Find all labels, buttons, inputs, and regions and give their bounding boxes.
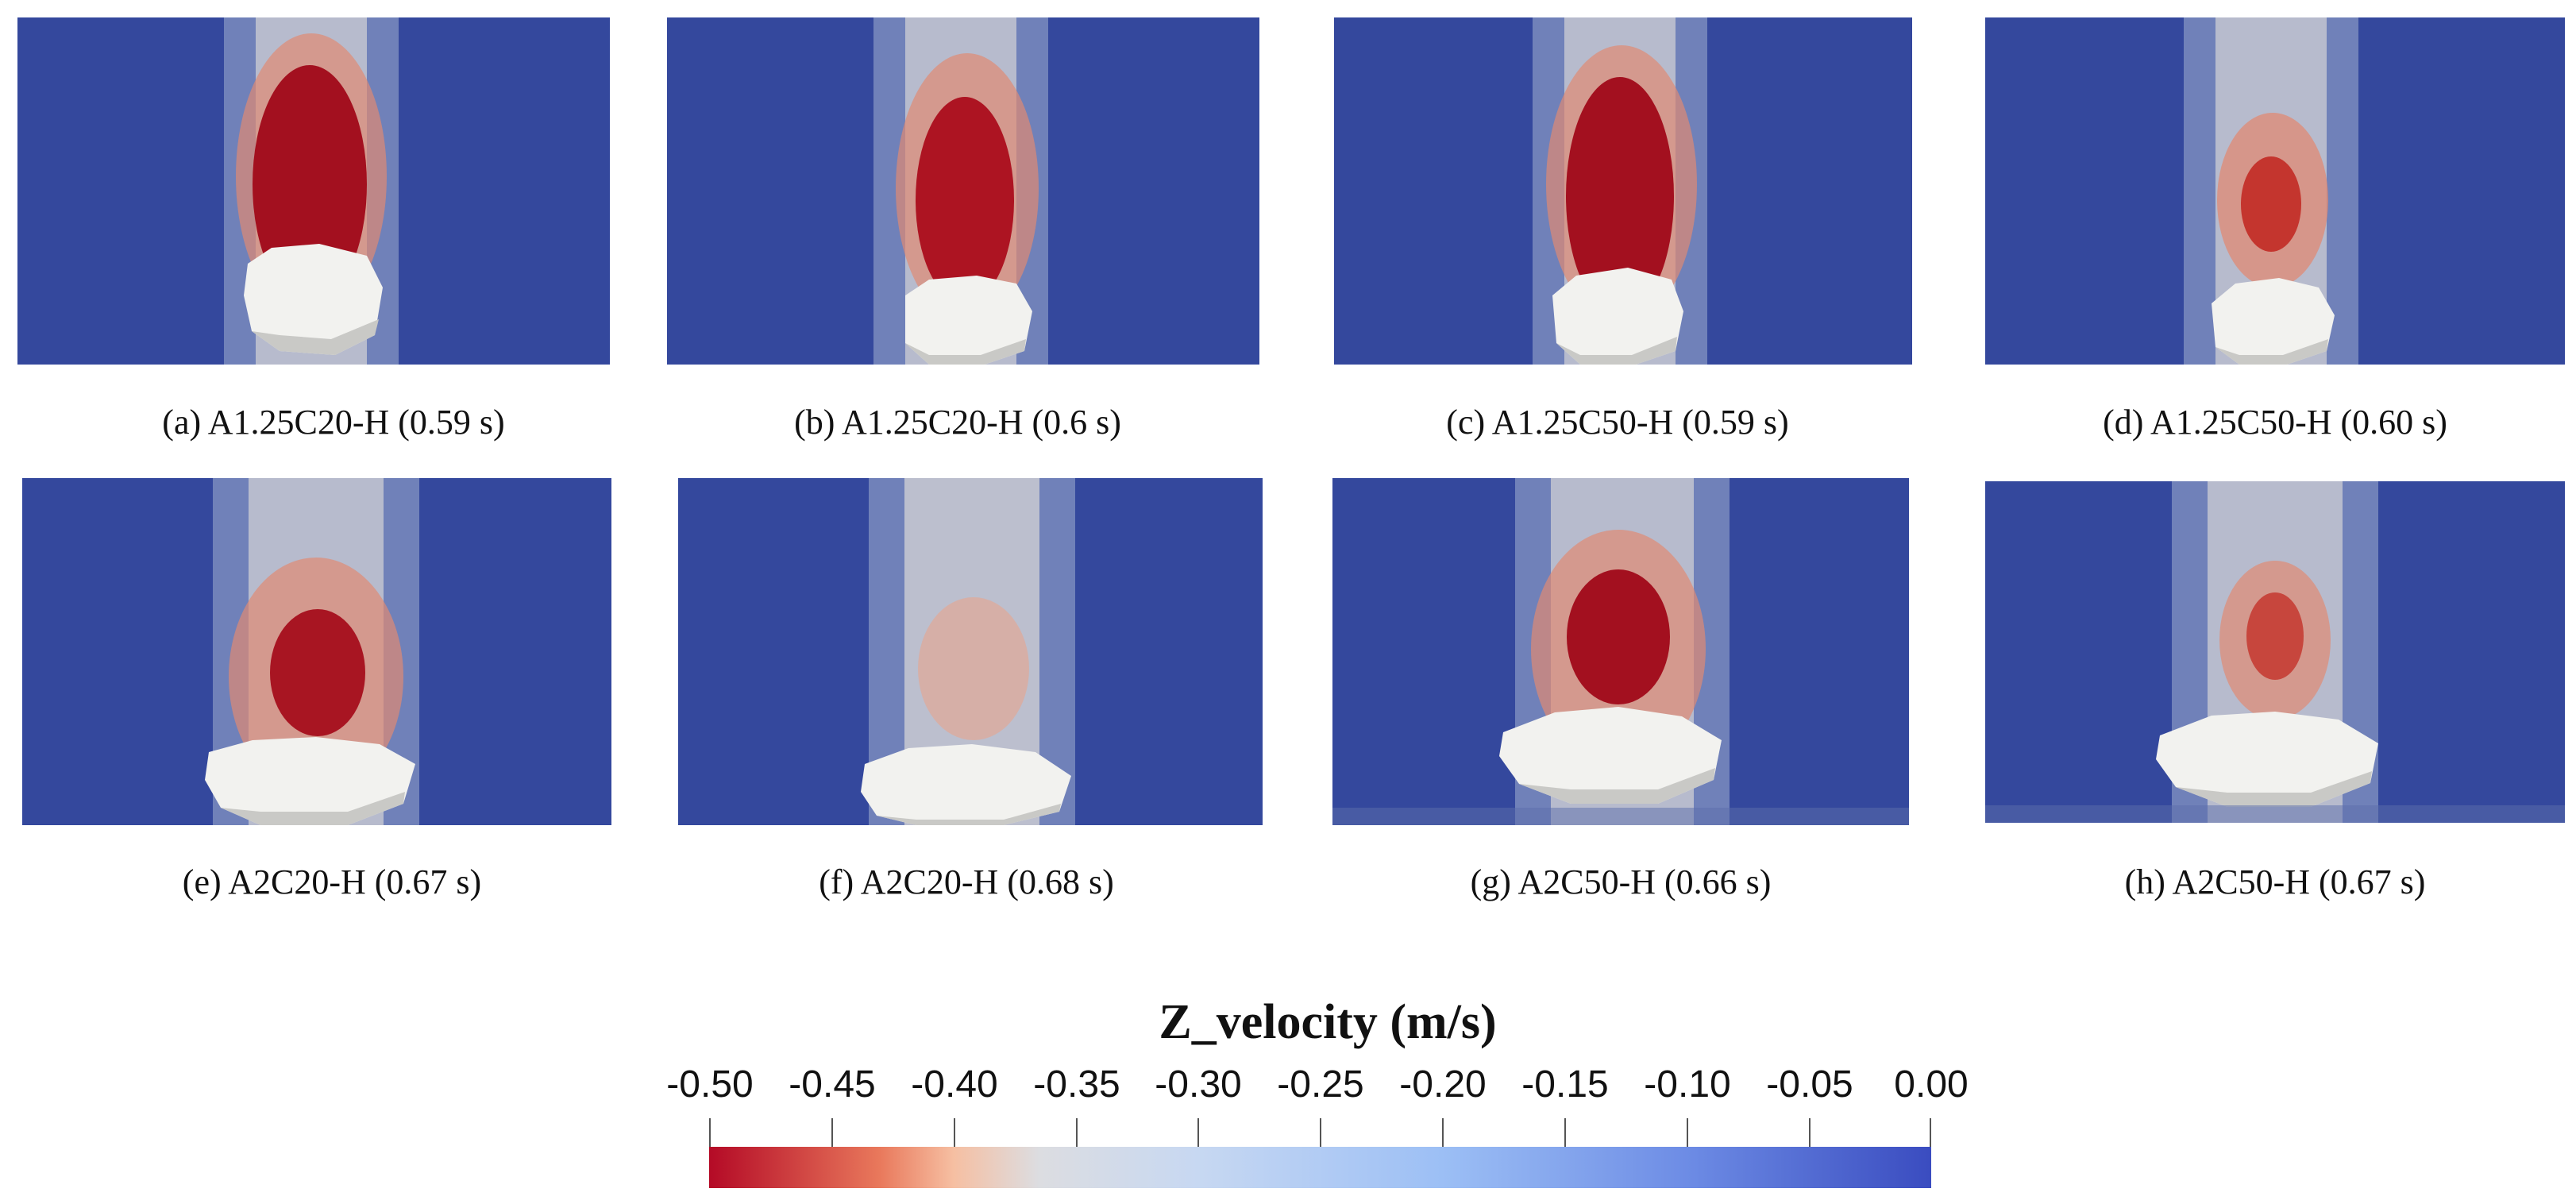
panel-d-caption: (d) A1.25C50-H (0.60 s) <box>2103 403 2447 442</box>
colorbar-tick <box>831 1118 833 1147</box>
colorbar-tick <box>709 1118 711 1147</box>
colorbar-tick-label: -0.35 <box>1033 1063 1120 1106</box>
panel-a-image <box>17 17 610 365</box>
colorbar-tick <box>1687 1118 1688 1147</box>
panel-f-caption: (f) A2C20-H (0.68 s) <box>819 862 1114 901</box>
colorbar-tick-label: -0.25 <box>1277 1063 1364 1106</box>
colorbar-tick-label: -0.15 <box>1521 1063 1609 1106</box>
panel-g-image <box>1332 478 1909 825</box>
panel-b-image <box>667 17 1259 365</box>
colorbar-tick <box>1442 1118 1444 1147</box>
panel-f-image <box>678 478 1263 825</box>
panel-e-caption: (e) A2C20-H (0.67 s) <box>182 862 482 901</box>
panel-d-image <box>1985 17 2565 365</box>
panel-h-image <box>1985 481 2565 823</box>
colorbar-tick <box>1320 1118 1321 1147</box>
panel-a-caption: (a) A1.25C20-H (0.59 s) <box>162 403 505 442</box>
colorbar-tick-label: -0.45 <box>789 1063 876 1106</box>
panel-e-image <box>22 478 611 825</box>
colorbar-tick-label: -0.20 <box>1399 1063 1487 1106</box>
panel-c-image <box>1334 17 1912 365</box>
colorbar-tick-label: -0.50 <box>666 1063 754 1106</box>
colorbar-tick <box>954 1118 955 1147</box>
colorbar-tick <box>1564 1118 1566 1147</box>
panel-g-caption: (g) A2C50-H (0.66 s) <box>1470 862 1772 901</box>
colorbar-tick-label: -0.10 <box>1644 1063 1731 1106</box>
colorbar-tick <box>1930 1118 1931 1147</box>
colorbar-tick-label: -0.05 <box>1766 1063 1853 1106</box>
panel-b-caption: (b) A1.25C20-H (0.6 s) <box>794 403 1121 442</box>
colorbar-tick-label: 0.00 <box>1894 1063 1969 1106</box>
colorbar-tick-label: -0.40 <box>911 1063 998 1106</box>
colorbar-tick <box>1809 1118 1811 1147</box>
panel-c-caption: (c) A1.25C50-H (0.59 s) <box>1446 403 1789 442</box>
colorbar-tick <box>1197 1118 1199 1147</box>
colorbar-title: Z_velocity (m/s) <box>1159 995 1497 1049</box>
panel-h-caption: (h) A2C50-H (0.67 s) <box>2124 862 2426 901</box>
colorbar-tick-label: -0.30 <box>1155 1063 1242 1106</box>
colorbar-tick <box>1076 1118 1078 1147</box>
colorbar-gradient <box>709 1147 1931 1188</box>
